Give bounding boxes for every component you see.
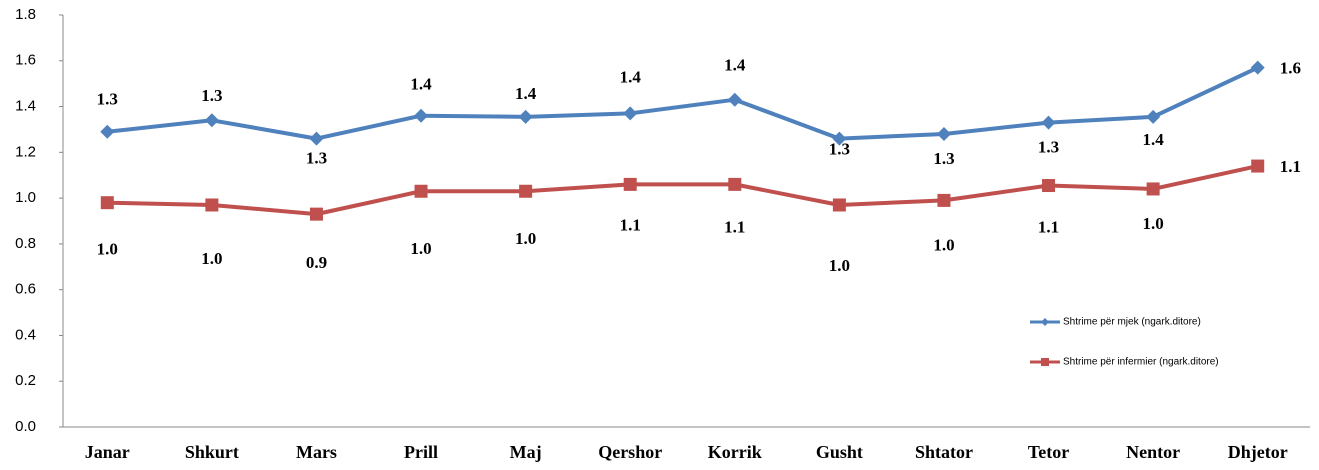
marker — [936, 127, 951, 142]
marker — [309, 207, 323, 221]
y-tick-label: 1.4 — [15, 98, 36, 115]
legend-label: Shtrime për infermier (ngark.ditore) — [1063, 357, 1219, 368]
y-tick-label: 0.4 — [15, 326, 36, 343]
y-tick-label: 0.2 — [15, 372, 36, 389]
y-tick-label: 1.8 — [15, 6, 36, 23]
marker — [1146, 109, 1161, 124]
marker — [519, 184, 533, 198]
data-label: 1.0 — [201, 249, 222, 268]
marker — [937, 193, 951, 207]
x-tick-label: Mars — [296, 442, 337, 462]
marker — [623, 177, 637, 191]
data-label: 1.4 — [1143, 130, 1165, 149]
y-tick-label: 1.0 — [15, 189, 36, 206]
y-tick-label: 0.8 — [15, 235, 36, 252]
marker — [205, 198, 219, 212]
legend-marker — [1041, 358, 1049, 366]
marker — [1042, 179, 1056, 193]
y-tick-label: 1.6 — [15, 52, 36, 69]
data-label: 1.3 — [306, 149, 327, 168]
marker — [518, 109, 533, 124]
data-label: 1.0 — [97, 240, 118, 259]
data-label: 1.1 — [1280, 157, 1301, 176]
data-label: 1.1 — [724, 217, 745, 236]
marker — [1250, 60, 1265, 75]
marker — [1146, 182, 1160, 196]
data-label: 1.1 — [620, 215, 641, 234]
data-label: 1.4 — [515, 84, 537, 103]
data-label: 1.4 — [410, 75, 432, 94]
y-tick-label: 1.2 — [15, 143, 36, 160]
data-label: 1.4 — [620, 67, 642, 86]
x-tick-label: Shkurt — [185, 442, 239, 462]
x-tick-label: Gusht — [816, 442, 863, 462]
x-tick-label: Nentor — [1126, 442, 1180, 462]
legend-marker — [1041, 318, 1049, 326]
x-tick-label: Janar — [85, 442, 130, 462]
data-label: 1.0 — [515, 229, 536, 248]
y-tick-label: 0.6 — [15, 281, 36, 298]
data-label: 1.3 — [933, 149, 954, 168]
data-label: 1.0 — [410, 239, 431, 258]
x-tick-label: Shtator — [915, 442, 973, 462]
data-label: 1.4 — [724, 56, 746, 75]
marker — [1251, 159, 1265, 173]
series-line — [107, 164, 1259, 217]
data-label: 1.0 — [933, 235, 954, 254]
data-label: 1.3 — [97, 90, 118, 109]
x-tick-label: Prill — [404, 442, 438, 462]
data-label: 1.6 — [1280, 59, 1301, 78]
marker — [728, 177, 742, 191]
data-label: 1.3 — [201, 86, 222, 105]
data-label: 1.0 — [1143, 214, 1164, 233]
data-label: 1.1 — [1038, 217, 1059, 236]
y-tick-label: 0.0 — [15, 418, 36, 435]
marker — [1041, 115, 1056, 130]
x-tick-label: Tetor — [1028, 442, 1069, 462]
marker — [204, 113, 219, 128]
marker — [100, 124, 115, 139]
marker — [832, 131, 847, 146]
marker — [623, 106, 638, 121]
x-tick-label: Maj — [510, 442, 542, 462]
x-tick-label: Dhjetor — [1228, 442, 1288, 462]
marker — [727, 92, 742, 107]
series-line — [107, 65, 1259, 141]
legend-label: Shtrime për mjek (ngark.ditore) — [1063, 317, 1201, 328]
marker — [832, 198, 846, 212]
x-tick-label: Korrik — [708, 442, 762, 462]
marker — [414, 184, 428, 198]
data-label: 1.0 — [829, 256, 850, 275]
data-label: 0.9 — [306, 253, 327, 272]
marker — [414, 108, 429, 123]
data-label: 1.3 — [829, 140, 850, 159]
x-tick-label: Qershor — [598, 442, 662, 462]
data-label: 1.3 — [1038, 137, 1059, 156]
marker — [309, 131, 324, 146]
marker — [100, 196, 114, 210]
